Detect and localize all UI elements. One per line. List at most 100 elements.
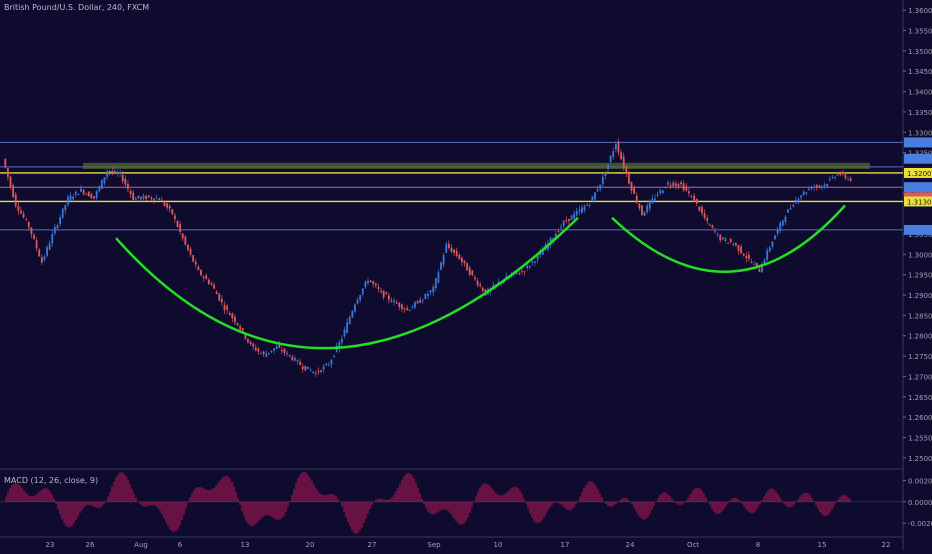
candle-body xyxy=(307,366,309,369)
candle-body xyxy=(111,170,114,173)
candle-body xyxy=(641,205,643,216)
candle-body xyxy=(241,328,244,331)
candle-body xyxy=(155,198,158,200)
candle-body xyxy=(604,173,607,176)
candle-body xyxy=(262,351,265,354)
candle-body xyxy=(223,304,226,311)
candle-body xyxy=(458,254,461,260)
candle-body xyxy=(570,215,573,220)
candle-body xyxy=(22,213,25,218)
candle-body xyxy=(834,177,836,179)
candle-body xyxy=(327,364,330,366)
candle-body xyxy=(33,235,35,239)
candle-body xyxy=(810,187,813,189)
candle-body xyxy=(437,272,440,283)
candle-body xyxy=(411,307,414,309)
candle-body xyxy=(67,196,69,205)
candle-body xyxy=(690,195,693,197)
candle-body xyxy=(317,370,320,373)
candle-body xyxy=(254,347,257,351)
candle-body xyxy=(61,208,64,218)
candle-body xyxy=(646,205,649,213)
candle-body xyxy=(787,209,789,213)
candle-body xyxy=(304,365,307,371)
candle-body xyxy=(474,277,476,280)
candle-body xyxy=(200,269,202,276)
candle-body xyxy=(103,177,106,184)
candle-body xyxy=(648,201,651,209)
candle-body xyxy=(719,234,722,241)
candle-body xyxy=(340,338,343,343)
price-marker xyxy=(904,137,932,148)
candle-body xyxy=(578,209,581,212)
macd-tick-label: 0.0020 xyxy=(908,478,932,486)
candle-body xyxy=(322,366,325,370)
candle-body xyxy=(455,250,458,256)
candle-body xyxy=(30,227,33,235)
candle-body xyxy=(369,280,372,283)
price-tick-label: 1.27000 xyxy=(908,373,932,381)
candle-body xyxy=(343,329,346,337)
price-tick-label: 1.33000 xyxy=(908,129,932,137)
price-tick-label: 1.34500 xyxy=(908,68,932,76)
time-tick-label: Oct xyxy=(687,541,699,549)
candle-body xyxy=(351,310,354,318)
candle-body xyxy=(680,182,683,185)
price-tick-label: 1.33500 xyxy=(908,109,932,117)
candle-body xyxy=(64,204,67,211)
candle-body xyxy=(309,370,312,372)
candle-body xyxy=(831,176,834,178)
candle-body xyxy=(627,174,630,184)
candle-body xyxy=(708,224,711,226)
candle-body xyxy=(348,317,351,324)
price-tick-label: 1.35500 xyxy=(908,28,932,36)
candle-body xyxy=(280,349,283,352)
candle-body xyxy=(361,288,364,295)
candle-body xyxy=(771,241,774,247)
candle-body xyxy=(278,344,281,348)
candle-body xyxy=(74,191,77,195)
candle-body xyxy=(59,217,62,225)
price-tick-label: 1.30500 xyxy=(908,231,932,239)
candle-body xyxy=(69,195,72,201)
candle-body xyxy=(147,195,150,198)
candle-body xyxy=(447,243,450,248)
candle-body xyxy=(252,343,255,347)
candle-body xyxy=(244,334,247,339)
candle-body xyxy=(286,352,289,355)
candle-body xyxy=(781,220,784,226)
candle-body xyxy=(414,302,416,308)
candle-body xyxy=(14,194,17,206)
candle-body xyxy=(703,213,706,219)
candle-body xyxy=(325,363,328,366)
candle-body xyxy=(706,218,709,221)
candle-body xyxy=(826,184,829,187)
candle-body xyxy=(377,287,380,290)
candle-body xyxy=(273,348,275,351)
candle-body xyxy=(667,182,669,185)
candle-body xyxy=(72,196,75,200)
candle-body xyxy=(453,249,456,253)
candle-body xyxy=(586,204,589,206)
candle-body xyxy=(797,198,800,203)
candle-body xyxy=(171,209,174,215)
candle-body xyxy=(836,174,839,176)
candle-body xyxy=(301,366,304,370)
candle-body xyxy=(202,276,205,278)
candle-body xyxy=(416,300,419,304)
candle-body xyxy=(80,188,82,192)
candle-body xyxy=(46,247,48,256)
candle-body xyxy=(7,168,9,177)
candle-body xyxy=(113,170,116,173)
candle-body xyxy=(372,281,375,284)
candle-body xyxy=(220,298,223,303)
candle-body xyxy=(234,316,236,323)
candle-body xyxy=(601,176,604,185)
candle-body xyxy=(25,219,28,221)
candle-body xyxy=(541,250,544,255)
candle-body xyxy=(633,187,636,194)
candle-body xyxy=(805,192,808,194)
